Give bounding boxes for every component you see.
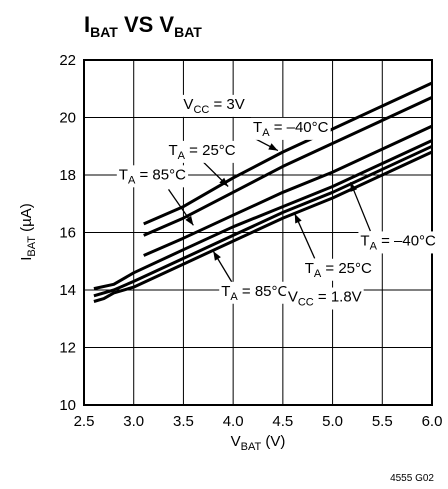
curve-annotation: TA = 25°C xyxy=(302,258,375,281)
x-tick-label: 6.0 xyxy=(422,413,443,430)
curve-annotation: VCC = 3V xyxy=(181,94,247,117)
curve-annotation: TA = –40°C xyxy=(251,117,331,140)
x-tick-label: 3.5 xyxy=(173,413,194,430)
svg-text:TA = 85°C: TA = 85°C xyxy=(221,283,288,303)
pointer-group xyxy=(167,137,371,285)
y-tick-label: 14 xyxy=(59,282,76,299)
svg-text:VCC = 1.8V: VCC = 1.8V xyxy=(288,289,362,309)
curve-annotation: TA = 85°C xyxy=(219,281,291,304)
curve-annotation: VCC = 1.8V xyxy=(285,287,364,310)
y-tick-label: 18 xyxy=(59,167,76,184)
x-tick-label: 2.5 xyxy=(74,413,95,430)
series-line-4 xyxy=(93,139,433,291)
series-line-5 xyxy=(93,144,433,298)
series-line-2 xyxy=(143,96,433,237)
series-line-3 xyxy=(143,124,433,257)
annotation-arrow xyxy=(294,213,316,259)
series-line-6 xyxy=(93,150,433,303)
y-tick-label: 12 xyxy=(59,340,76,357)
x-tick-labels: 2.5 3.0 3.5 4.0 4.5 5.0 5.5 6.0 xyxy=(74,413,443,430)
annotation-group: VCC = 3V TA = –40°C TA = 25°C TA = 85°C TA =… xyxy=(116,94,439,310)
curve-annotation: TA = 25°C xyxy=(166,140,238,163)
x-tick-label: 3.0 xyxy=(123,413,144,430)
x-tick-label: 4.0 xyxy=(223,413,244,430)
x-tick-label: 4.5 xyxy=(272,413,293,430)
y-tick-label: 20 xyxy=(59,110,76,127)
curve-annotation: TA = 85°C xyxy=(116,165,189,188)
y-tick-label: 22 xyxy=(59,52,76,69)
y-tick-label: 10 xyxy=(59,397,76,414)
chart-title: IBAT VS VBAT xyxy=(84,12,202,40)
svg-text:TA = 25°C: TA = 25°C xyxy=(169,142,236,162)
annotation-arrow xyxy=(167,189,194,226)
svg-text:TA = 25°C: TA = 25°C xyxy=(305,260,372,280)
x-tick-label: 5.0 xyxy=(322,413,343,430)
y-tick-labels: 10 12 14 16 18 20 22 xyxy=(59,52,76,414)
svg-text:TA = –40°C: TA = –40°C xyxy=(360,232,436,252)
series-group xyxy=(93,81,433,303)
svg-text:VCC = 3V: VCC = 3V xyxy=(183,96,244,116)
x-tick-label: 5.5 xyxy=(372,413,393,430)
y-axis-label: IBAT (µA) xyxy=(18,203,38,261)
figure-reference: 4555 G02 xyxy=(390,473,434,484)
x-axis-label: VBAT (V) xyxy=(231,433,286,453)
series-line-1 xyxy=(143,81,433,226)
svg-text:TA = –40°C: TA = –40°C xyxy=(253,119,329,139)
y-tick-label: 16 xyxy=(59,225,76,242)
annotation-arrow xyxy=(202,161,229,187)
annotation-arrow xyxy=(212,250,234,285)
svg-text:TA = 85°C: TA = 85°C xyxy=(119,166,186,186)
curve-annotation: TA = –40°C xyxy=(358,231,439,254)
annotation-arrow xyxy=(349,181,371,232)
